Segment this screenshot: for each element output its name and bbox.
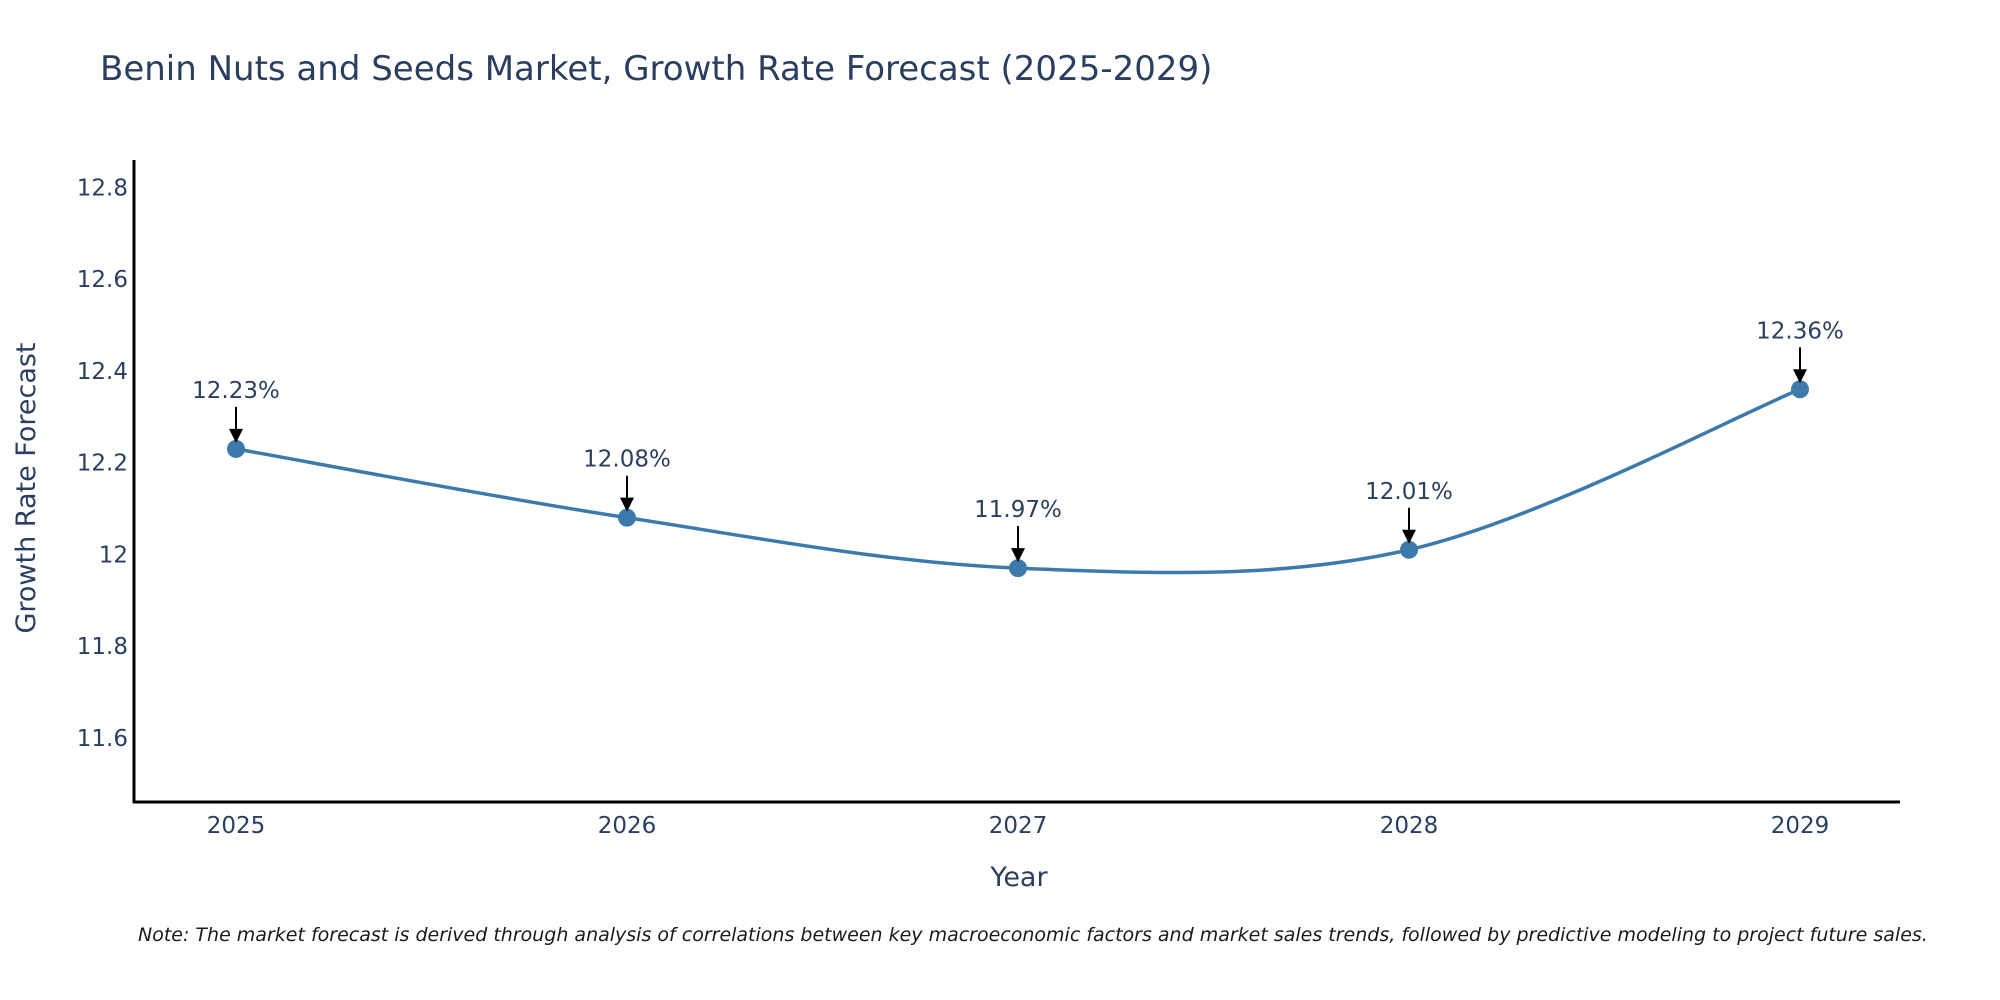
y-tick-label: 12 <box>99 542 128 568</box>
data-point <box>1791 380 1809 399</box>
annotation-arrow-head <box>1402 529 1416 544</box>
data-label: 11.97% <box>974 497 1062 523</box>
data-point <box>1009 559 1027 578</box>
data-annotations: 12.23% 12.08% 11.97% 12.01% 12.36% <box>192 318 1844 563</box>
x-tick-label: 2026 <box>598 813 657 839</box>
data-point <box>227 439 245 458</box>
annotation-arrow-head <box>1793 369 1807 384</box>
data-label: 12.01% <box>1365 479 1453 505</box>
y-tick-label: 11.6 <box>77 726 128 752</box>
x-tick-label: 2025 <box>207 813 266 839</box>
chart-note: Note: The market forecast is derived thr… <box>138 924 1928 946</box>
chart-title: Benin Nuts and Seeds Market, Growth Rate… <box>100 49 1212 89</box>
y-tick-label: 11.8 <box>77 634 128 660</box>
annotation-arrow-head <box>620 497 634 512</box>
data-point <box>1400 540 1418 559</box>
x-tick-label: 2029 <box>1771 813 1830 839</box>
x-tick-label: 2027 <box>989 813 1048 839</box>
x-axis-title: Year <box>989 862 1048 893</box>
y-axis-title: Growth Rate Forecast <box>11 342 42 633</box>
y-tick-label: 12.6 <box>77 267 128 293</box>
y-tick-label: 12.4 <box>77 359 128 385</box>
y-tick-label: 12.8 <box>77 176 128 202</box>
y-tick-label: 12.2 <box>77 451 128 477</box>
data-points <box>227 380 1809 578</box>
data-label: 12.36% <box>1756 318 1844 344</box>
data-point <box>618 508 636 527</box>
y-axis-ticks: 11.6 11.8 12 12.2 12.4 12.6 12.8 <box>77 176 128 752</box>
x-axis-ticks: 2025 2026 2027 2028 2029 <box>207 813 1830 839</box>
data-label: 12.23% <box>192 378 280 404</box>
annotation-arrow-head <box>1011 548 1025 563</box>
annotation-arrow-head <box>229 428 243 443</box>
data-label: 12.08% <box>583 447 671 473</box>
x-tick-label: 2028 <box>1380 813 1439 839</box>
